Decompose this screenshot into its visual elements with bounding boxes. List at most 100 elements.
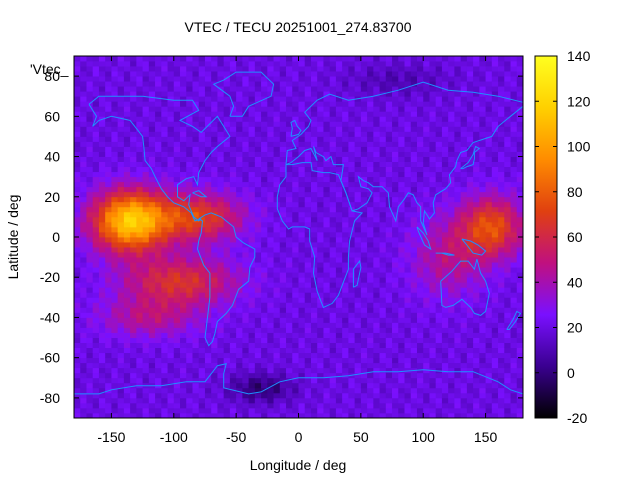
heatmap-cell (292, 196, 299, 203)
heatmap-cell (142, 141, 150, 147)
heatmap-cell (335, 342, 343, 349)
heatmap-cell (130, 302, 137, 308)
heatmap-cell (136, 196, 143, 203)
heatmap-cell (466, 101, 474, 107)
heatmap-cell (92, 56, 100, 62)
heatmap-cell (404, 332, 412, 338)
heatmap-cell (479, 407, 486, 414)
heatmap-cell (105, 327, 112, 333)
heatmap-cell (173, 392, 181, 399)
heatmap-cell (404, 56, 412, 62)
heatmap-cell (329, 76, 337, 82)
heatmap-cell (273, 176, 281, 183)
heatmap-cell (117, 237, 125, 243)
heatmap-cell (167, 302, 175, 308)
heatmap-cell (491, 176, 499, 183)
heatmap-cell (198, 287, 206, 293)
heatmap-cell (454, 337, 462, 343)
heatmap-cell (204, 267, 212, 273)
heatmap-cell (192, 407, 200, 414)
heatmap-cell (92, 357, 100, 364)
heatmap-cell (360, 176, 368, 183)
heatmap-cell (479, 327, 486, 333)
heatmap-cell (473, 242, 480, 248)
heatmap-cell (429, 61, 437, 67)
heatmap-cell (211, 387, 218, 394)
heatmap-cell (111, 126, 119, 132)
heatmap-cell (392, 407, 399, 414)
heatmap-cell (317, 136, 324, 142)
heatmap-cell (105, 262, 112, 268)
heatmap-cell (441, 312, 449, 318)
heatmap-cell (342, 242, 349, 248)
heatmap-cell (173, 136, 181, 142)
heatmap-cell (130, 146, 137, 152)
heatmap-cell (242, 412, 250, 419)
heatmap-cell (236, 161, 243, 168)
heatmap-cell (473, 66, 480, 72)
heatmap-cell (329, 322, 337, 328)
heatmap-cell (204, 146, 212, 152)
heatmap-cell (267, 101, 274, 107)
heatmap-cell (398, 372, 405, 379)
heatmap-cell (473, 166, 480, 173)
heatmap-cell (286, 101, 293, 107)
heatmap-cell (348, 282, 356, 288)
heatmap-cell (498, 76, 505, 82)
heatmap-cell (429, 392, 437, 399)
heatmap-cell (217, 247, 225, 253)
heatmap-cell (329, 267, 337, 273)
heatmap-cell (236, 322, 243, 328)
heatmap-cell (354, 126, 362, 132)
heatmap-cell (186, 267, 193, 273)
heatmap-cell (423, 96, 430, 102)
heatmap-cell (248, 121, 256, 127)
heatmap-cell (217, 76, 225, 82)
heatmap-cell (398, 382, 405, 389)
heatmap-cell (354, 367, 362, 374)
heatmap-cell (111, 86, 119, 92)
heatmap-cell (360, 71, 368, 77)
heatmap-cell (416, 96, 424, 102)
heatmap-cell (254, 362, 262, 369)
heatmap-cell (429, 297, 437, 303)
heatmap-cell (373, 176, 380, 183)
heatmap-cell (410, 257, 418, 263)
heatmap-cell (329, 151, 337, 157)
heatmap-cell (155, 237, 162, 243)
heatmap-cell (342, 262, 349, 268)
heatmap-cell (111, 181, 119, 188)
heatmap-cell (298, 342, 306, 349)
heatmap-cell (385, 302, 393, 308)
heatmap-cell (329, 226, 337, 233)
heatmap-cell (354, 141, 362, 147)
heatmap-cell (466, 387, 474, 394)
heatmap-cell (286, 81, 293, 87)
heatmap-cell (248, 382, 256, 389)
heatmap-cell (473, 252, 480, 258)
heatmap-cell (242, 272, 250, 278)
heatmap-cell (410, 327, 418, 333)
heatmap-cell (323, 151, 331, 157)
heatmap-cell (217, 312, 225, 318)
heatmap-cell (267, 61, 274, 67)
heatmap-cell (379, 367, 387, 374)
heatmap-cell (186, 126, 193, 132)
heatmap-cell (267, 186, 274, 193)
heatmap-cell (130, 257, 137, 263)
heatmap-cell (323, 211, 331, 218)
heatmap-cell (111, 312, 119, 318)
heatmap-cell (479, 287, 486, 293)
heatmap-cell (248, 171, 256, 178)
heatmap-cell (448, 221, 455, 228)
heatmap-cell (198, 166, 206, 173)
heatmap-cell (273, 377, 281, 384)
heatmap-cell (479, 131, 486, 137)
heatmap-cell (155, 201, 162, 208)
heatmap-cell (435, 342, 443, 349)
heatmap-cell (105, 407, 112, 414)
heatmap-cell (254, 257, 262, 263)
heatmap-cell (248, 392, 256, 399)
heatmap-cell (367, 166, 374, 173)
heatmap-cell (373, 407, 380, 414)
